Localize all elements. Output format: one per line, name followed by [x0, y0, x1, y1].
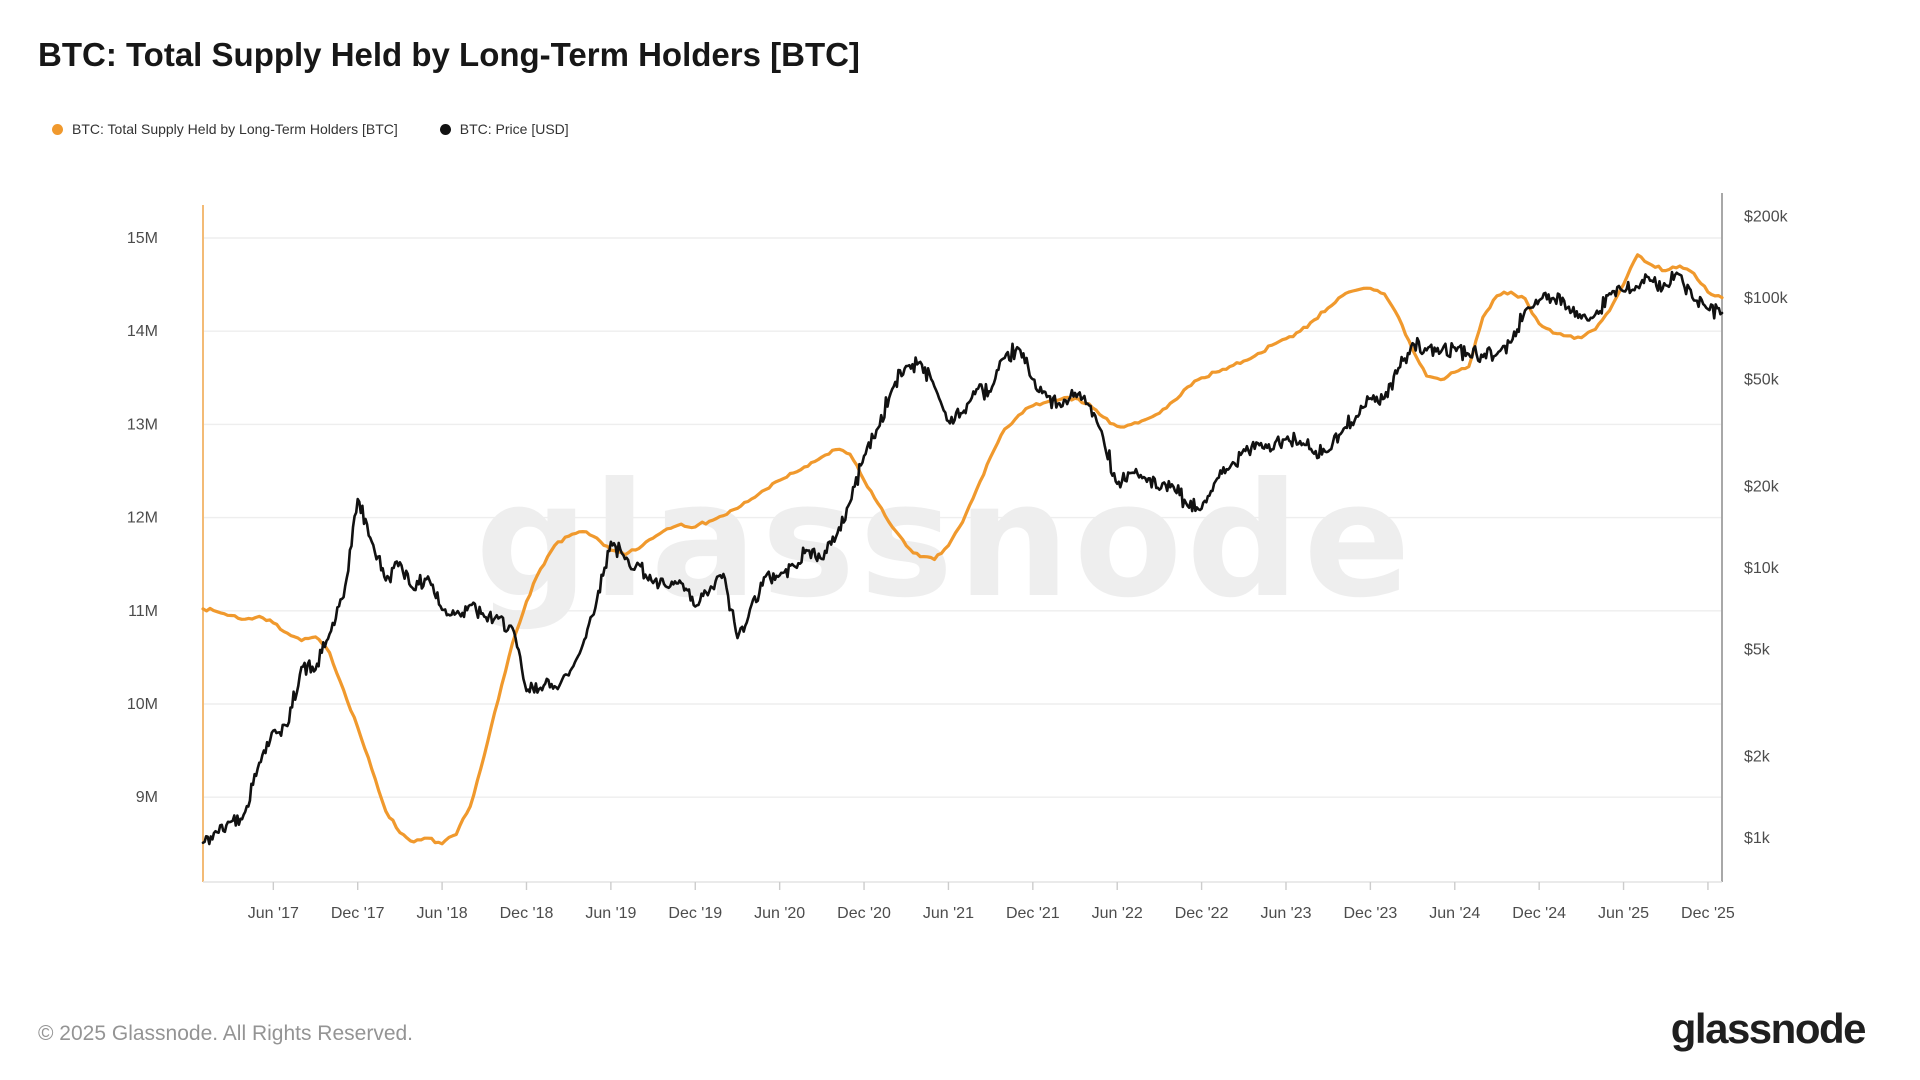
x-axis-label: Dec '22	[1175, 905, 1229, 922]
x-axis-label: Dec '17	[331, 905, 385, 922]
left-axis-label: 13M	[127, 416, 158, 433]
legend-label-price: BTC: Price [USD]	[459, 121, 569, 137]
watermark-text: glassnode	[475, 449, 1414, 633]
x-axis-label: Dec '18	[500, 905, 554, 922]
x-axis-label: Dec '25	[1681, 905, 1735, 922]
price-series-line	[201, 270, 1724, 846]
x-axis-label: Jun '18	[417, 905, 468, 922]
left-axis-label: 12M	[127, 510, 158, 527]
x-axis-label: Dec '20	[837, 905, 891, 922]
x-axis-label: Jun '24	[1429, 905, 1480, 922]
legend-item-price[interactable]: BTC: Price [USD]	[439, 121, 569, 137]
price-series-dot-icon	[439, 123, 451, 135]
left-axis-label: 9M	[136, 789, 158, 806]
right-axis-label: $1k	[1744, 830, 1771, 847]
glassnode-logo: glassnode	[1670, 1005, 1867, 1052]
legend-item-supply[interactable]: BTC: Total Supply Held by Long-Term Hold…	[52, 121, 398, 137]
page-title: BTC: Total Supply Held by Long-Term Hold…	[38, 36, 860, 73]
x-axis-label: Jun '22	[1092, 905, 1143, 922]
legend-label-supply: BTC: Total Supply Held by Long-Term Hold…	[72, 121, 398, 137]
right-axis-label: $100k	[1744, 290, 1789, 307]
x-axis-label: Dec '24	[1512, 905, 1566, 922]
chart-legend: BTC: Total Supply Held by Long-Term Hold…	[52, 121, 569, 137]
right-axis-label: $5k	[1744, 641, 1771, 658]
x-axis-label: Jun '19	[585, 905, 636, 922]
supply-series-dot-icon	[52, 123, 63, 135]
copyright-text: © 2025 Glassnode. All Rights Reserved.	[38, 1022, 414, 1045]
right-axis-label: $50k	[1744, 371, 1780, 388]
left-axis-label: 15M	[127, 230, 158, 247]
right-axis-label: $2k	[1744, 749, 1771, 766]
right-axis-label: $20k	[1744, 479, 1780, 496]
x-axis-label: Jun '20	[754, 905, 805, 922]
x-axis-label: Jun '25	[1598, 905, 1649, 922]
x-axis-label: Jun '23	[1260, 905, 1311, 922]
x-axis-label: Dec '23	[1344, 905, 1398, 922]
left-axis-label: 14M	[127, 323, 158, 340]
x-axis-label: Jun '21	[923, 905, 974, 922]
x-axis-label: Dec '19	[668, 905, 722, 922]
right-axis-label: $10k	[1744, 560, 1780, 577]
left-axis-label: 11M	[128, 603, 158, 620]
left-axis-label: 10M	[127, 696, 158, 713]
x-axis-label: Dec '21	[1006, 905, 1060, 922]
supply-series-line	[201, 253, 1724, 846]
x-axis-label: Jun '17	[248, 905, 299, 922]
right-axis-label: $200k	[1744, 209, 1789, 226]
